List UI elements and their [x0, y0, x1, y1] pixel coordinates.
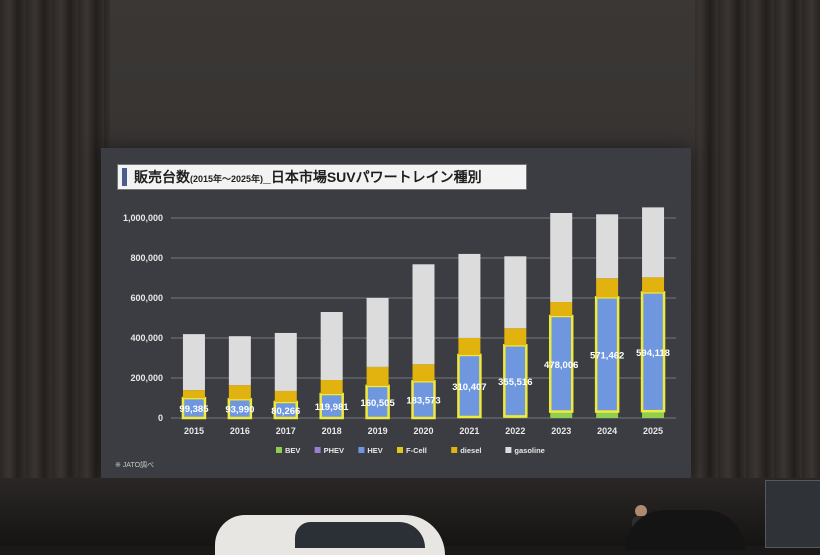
data-label: 80,266: [271, 406, 300, 417]
bar-diesel: [504, 328, 526, 345]
legend-swatch: [505, 447, 511, 453]
data-label: 310,407: [452, 382, 486, 393]
data-label: 355,516: [498, 377, 532, 388]
legend-swatch: [276, 447, 282, 453]
bar-diesel: [413, 364, 435, 381]
legend-label: diesel: [460, 446, 481, 455]
left-curtain: [0, 0, 115, 546]
x-tick-label: 2021: [459, 426, 479, 436]
sales-chart: 0 200,000 400,000 600,000 800,000 1,000,000 20…: [101, 148, 691, 478]
bar-bev: [642, 412, 664, 418]
bar-diesel: [367, 367, 389, 386]
right-curtain: [690, 0, 820, 546]
x-tick-label: 2022: [505, 426, 525, 436]
x-tick-label: 2017: [276, 426, 296, 436]
y-tick-label: 400,000: [130, 333, 163, 343]
data-label: 594,118: [636, 348, 670, 359]
data-label: 478,006: [544, 360, 578, 371]
legend-swatch: [397, 447, 403, 453]
y-tick-label: 200,000: [130, 373, 163, 383]
legend-label: HEV: [367, 446, 382, 455]
x-tick-label: 2024: [597, 426, 617, 436]
bar-diesel: [596, 278, 618, 297]
x-tick-label: 2023: [551, 426, 571, 436]
legend-label: F-Cell: [406, 446, 427, 455]
x-tick-label: 2019: [368, 426, 388, 436]
legend-label: BEV: [285, 446, 300, 455]
bar-gasoline: [275, 333, 297, 391]
legend-label: PHEV: [324, 446, 344, 455]
car-window: [295, 522, 425, 548]
bar-diesel: [642, 277, 664, 292]
stage-monitor: [765, 480, 820, 548]
x-tick-label: 2018: [322, 426, 342, 436]
data-label: 119,981: [315, 402, 350, 413]
legend-swatch: [315, 447, 321, 453]
data-label: 183,573: [406, 396, 440, 407]
y-tick-label: 800,000: [130, 253, 163, 263]
bar-diesel: [550, 302, 572, 316]
source-footnote: ※ JATO調べ: [115, 460, 154, 470]
bar-gasoline: [321, 312, 343, 380]
x-tick-label: 2020: [413, 426, 433, 436]
data-label: 160,505: [360, 398, 395, 409]
bar-gasoline: [367, 298, 389, 367]
data-label: 99,385: [179, 404, 209, 415]
bar-gasoline: [413, 264, 435, 364]
y-tick-label: 1,000,000: [123, 213, 163, 223]
bar-bev: [550, 413, 572, 418]
legend-swatch: [451, 447, 457, 453]
data-label: 93,990: [225, 405, 254, 416]
bar-gasoline: [596, 214, 618, 278]
bar-gasoline: [183, 334, 205, 390]
bar-gasoline: [550, 213, 572, 302]
bar-bev: [596, 413, 618, 418]
y-tick-label: 600,000: [130, 293, 163, 303]
bar-gasoline: [229, 336, 251, 385]
x-tick-label: 2015: [184, 426, 204, 436]
bar-diesel: [458, 338, 480, 355]
bar-diesel: [183, 390, 205, 398]
data-label: 571,462: [590, 350, 624, 361]
bar-diesel: [229, 385, 251, 399]
audience-silhouette: [625, 510, 745, 550]
bar-gasoline: [458, 254, 480, 338]
bar-gasoline: [504, 256, 526, 328]
bar-gasoline: [642, 207, 664, 277]
y-tick-label: 0: [158, 413, 163, 423]
legend-label: gasoline: [514, 446, 544, 455]
legend-swatch: [358, 447, 364, 453]
x-tick-label: 2025: [643, 426, 663, 436]
x-tick-label: 2016: [230, 426, 250, 436]
bar-diesel: [321, 380, 343, 394]
bar-diesel: [275, 391, 297, 402]
